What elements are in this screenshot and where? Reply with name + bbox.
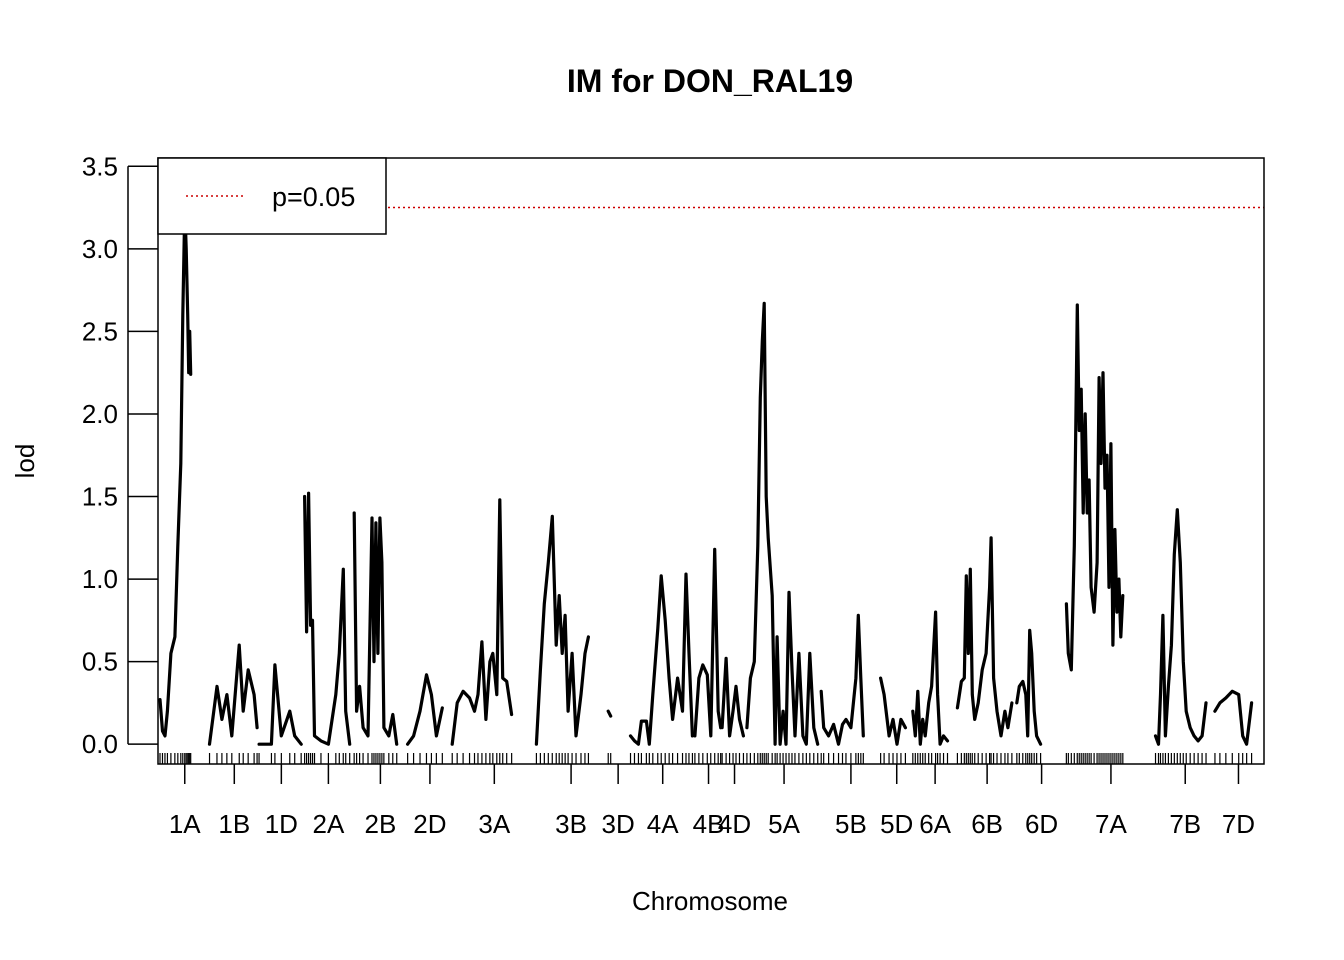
x-tick-label: 3B <box>555 809 587 839</box>
x-tick-label: 6D <box>1025 809 1058 839</box>
lod-line-1A <box>158 205 193 738</box>
y-tick-label: 1.0 <box>82 564 118 594</box>
x-tick-label: 1B <box>218 809 250 839</box>
lod-line-5D <box>879 676 907 746</box>
lod-line-2D <box>406 673 444 746</box>
lod-line-7D <box>1213 689 1254 746</box>
lod-line-6D <box>1015 628 1043 746</box>
x-tick-label: 4D <box>718 809 751 839</box>
lod-line-4D <box>720 656 745 738</box>
x-tick-label: 4A <box>647 809 679 839</box>
legend-label: p=0.05 <box>272 182 355 212</box>
x-tick-label: 3A <box>478 809 510 839</box>
lod-line-5A <box>745 301 820 746</box>
x-tick-label: 4B <box>693 809 725 839</box>
legend: p=0.05 <box>157 157 387 235</box>
x-tick-label: 7A <box>1095 809 1127 839</box>
y-tick-label: 2.5 <box>82 316 118 346</box>
lod-series <box>158 205 1254 746</box>
y-tick-label: 2.0 <box>82 399 118 429</box>
lod-line-7B <box>1153 508 1208 746</box>
x-tick-label: 5D <box>880 809 913 839</box>
y-tick-label: 3.0 <box>82 234 118 264</box>
lod-line-7A <box>1064 303 1125 672</box>
y-tick-label: 0.5 <box>82 647 118 677</box>
x-tick-label: 6B <box>971 809 1003 839</box>
x-tick-label: 7D <box>1222 809 1255 839</box>
lod-line-3A <box>450 498 514 746</box>
y-axis-title: lod <box>10 444 40 479</box>
lod-line-3B <box>534 514 590 746</box>
lod-line-1B <box>207 643 259 746</box>
lod-line-6A <box>911 610 950 746</box>
lod-line-2B <box>352 511 399 746</box>
x-tick-label: 7B <box>1169 809 1201 839</box>
lod-line-4A <box>628 572 694 746</box>
x-tick-label: 5B <box>835 809 867 839</box>
y-tick-label: 1.5 <box>82 482 118 512</box>
marker-rug <box>159 753 1253 764</box>
lod-line-4B <box>693 547 723 738</box>
lod-line-3D <box>606 709 613 718</box>
y-tick-label: 3.5 <box>82 151 118 181</box>
y-tick-label: 0.0 <box>82 729 118 759</box>
x-tick-label: 2A <box>312 809 344 839</box>
x-tick-label: 2B <box>364 809 396 839</box>
x-tick-label: 1D <box>265 809 298 839</box>
x-tick-label: 3D <box>602 809 635 839</box>
lod-line-5B <box>819 613 865 746</box>
x-tick-label: 5A <box>768 809 800 839</box>
x-tick-label: 6A <box>919 809 951 839</box>
chart-title: IM for DON_RAL19 <box>567 63 853 99</box>
lod-line-6B <box>955 536 1014 738</box>
lod-line-2A <box>303 491 352 746</box>
x-tick-label: 1A <box>169 809 201 839</box>
x-axis-title: Chromosome <box>632 886 788 916</box>
plot-frame <box>157 157 1265 765</box>
lod-line-1D <box>257 663 303 746</box>
y-axis: 0.0 0.5 1.0 1.5 2.0 2.5 3.0 3.5 <box>82 151 158 759</box>
x-tick-label: 2D <box>413 809 446 839</box>
